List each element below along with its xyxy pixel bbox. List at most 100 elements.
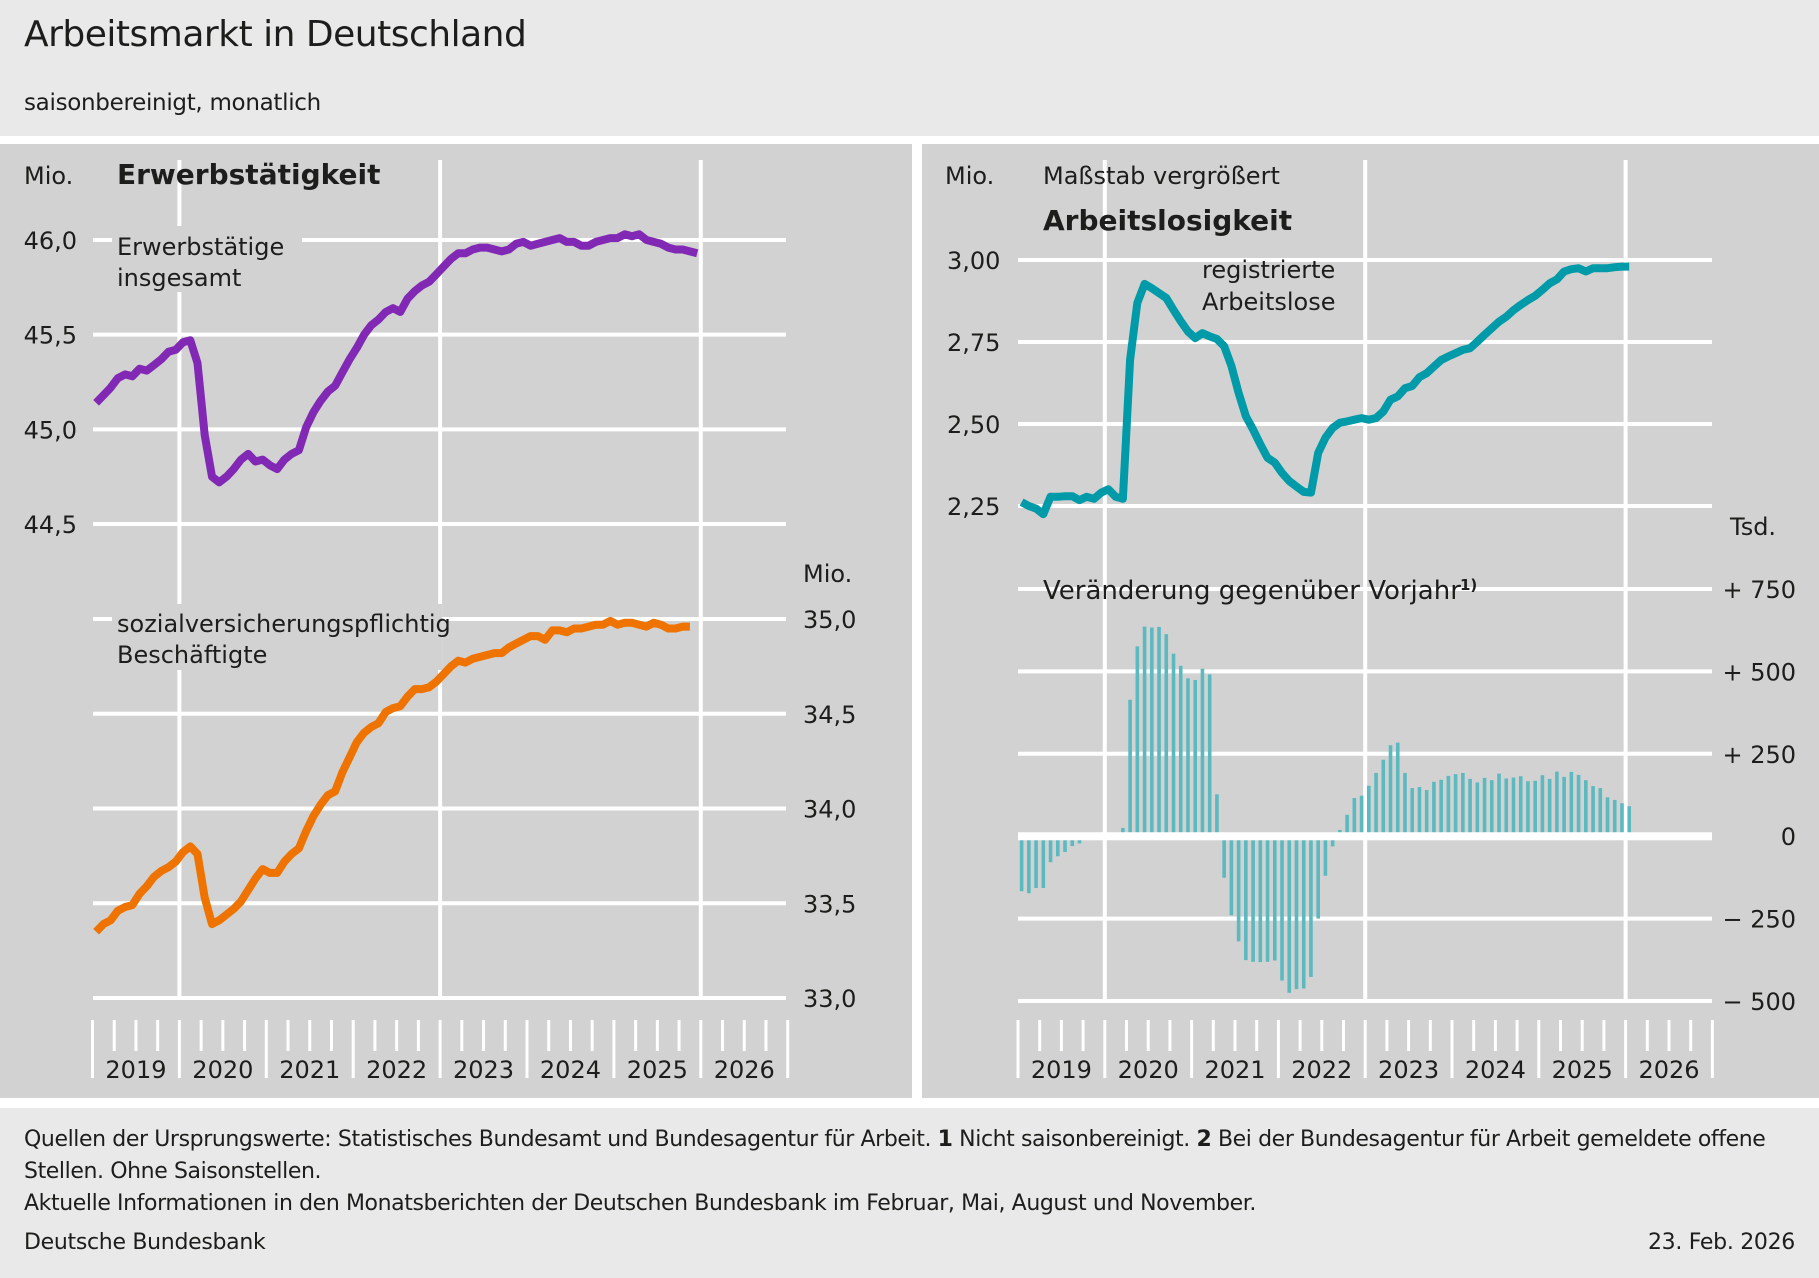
y-tick-label: + 250: [1722, 741, 1796, 769]
y-tick-label: 45,0: [24, 416, 77, 444]
change-bar: [1294, 836, 1299, 990]
change-bar: [1526, 781, 1530, 837]
change-bar: [1497, 773, 1501, 837]
unemployment-line: [1019, 262, 1630, 519]
x-tick-label: 2022: [1291, 1056, 1352, 1084]
footnotes: Quellen der Ursprungswerte: Statistische…: [24, 1124, 1796, 1220]
change-bar: [1453, 774, 1458, 837]
header-divider: [0, 136, 1819, 144]
change-bar: [1164, 634, 1169, 837]
change-bar: [1150, 627, 1154, 837]
y-tick-label: 44,5: [24, 511, 77, 539]
y-tick-label: + 750: [1722, 576, 1796, 604]
page-title: Arbeitsmarkt in Deutschland: [24, 14, 527, 55]
change-bar: [1236, 836, 1241, 942]
change-bar: [1301, 836, 1306, 989]
x-tick-label: 2020: [192, 1056, 253, 1084]
change-bar: [1367, 785, 1371, 837]
change-bar: [1461, 772, 1465, 837]
change-bars: [1019, 626, 1632, 993]
change-bar: [1316, 836, 1320, 919]
change-bar: [1193, 679, 1198, 837]
x-tick-label: 2024: [1465, 1056, 1526, 1084]
x-tick-label: 2025: [627, 1056, 688, 1084]
change-chart-title: Veränderung gegenüber Vorjahr: [1043, 576, 1461, 606]
change-bar: [1439, 779, 1443, 837]
y-tick-label: 2,50: [947, 411, 1000, 439]
x-tick-label: 2021: [1204, 1056, 1265, 1084]
x-tick-label: 2020: [1118, 1056, 1179, 1084]
svb-series-label-line2: Beschäftigte: [117, 641, 267, 669]
y-tick-label: − 250: [1722, 906, 1796, 934]
publisher: Deutsche Bundesbank: [24, 1230, 266, 1255]
svb-unit-label: Mio.: [803, 560, 852, 588]
change-bar: [1251, 836, 1255, 962]
change-bar: [1070, 836, 1075, 847]
change-bar: [1489, 780, 1494, 837]
x-tick-label: 2019: [105, 1056, 166, 1084]
change-bar: [1584, 780, 1588, 837]
change-bar: [1280, 836, 1284, 981]
change-bar: [1178, 665, 1183, 837]
change-bar: [1511, 777, 1516, 837]
y-tick-label: 35,0: [803, 606, 856, 634]
change-bar: [1576, 774, 1581, 837]
x-tick-label: 2026: [714, 1056, 775, 1084]
change-bar: [1547, 778, 1552, 837]
x-tick-label: 2026: [1638, 1056, 1699, 1084]
x-tick-label: 2021: [279, 1056, 340, 1084]
change-bar: [1345, 814, 1349, 837]
unemployment-panel: [922, 144, 1819, 1098]
svb-line: [93, 616, 690, 935]
change-bar: [1207, 674, 1212, 837]
employment-unit-label: Mio.: [24, 162, 73, 190]
change-bar: [1171, 653, 1176, 837]
change-bar: [1374, 772, 1378, 837]
change-bar: [1229, 836, 1234, 916]
change-bar: [1446, 775, 1451, 837]
change-bar: [1475, 782, 1480, 837]
change-bar: [1121, 827, 1125, 837]
change-bar: [1128, 699, 1132, 837]
y-tick-label: 45,5: [24, 322, 77, 350]
change-bar: [1424, 790, 1429, 837]
change-footnote-marker: 1): [1460, 576, 1477, 594]
change-bar: [1605, 797, 1610, 837]
page-subtitle: saisonbereinigt, monatlich: [24, 90, 321, 116]
y-tick-label: 2,75: [947, 329, 1000, 357]
change-bar: [1504, 778, 1509, 837]
unemployment-panel-title: Arbeitslosigkeit: [1043, 204, 1292, 237]
panel-divider: [912, 144, 922, 1098]
change-bar: [1019, 836, 1024, 892]
change-bar: [1417, 787, 1422, 837]
change-bar: [1265, 836, 1270, 962]
change-bar: [1222, 836, 1226, 878]
y-tick-label: + 500: [1722, 658, 1796, 686]
x-tick-label: 2019: [1031, 1056, 1092, 1084]
change-bar: [1034, 836, 1038, 888]
change-bar: [1135, 646, 1140, 837]
change-bar: [1482, 777, 1487, 837]
change-bar: [1598, 788, 1603, 837]
change-bar: [1410, 788, 1415, 837]
change-bar: [1309, 836, 1313, 977]
change-bar: [1591, 786, 1595, 837]
change-bar: [1627, 806, 1632, 837]
footnote-2-text: Bei der Bundesagentur für Arbeit gemelde…: [24, 1127, 1766, 1184]
unemployment-unit-label: Mio.: [945, 162, 994, 190]
x-tick-label: 2022: [366, 1056, 427, 1084]
footnote-1-text: Nicht saisonbereinigt.: [959, 1127, 1190, 1152]
unemployment-series-label-line2: Arbeitslose: [1202, 288, 1336, 316]
y-tick-label: 2,25: [947, 493, 1000, 521]
x-tick-label: 2025: [1552, 1056, 1613, 1084]
change-bar: [1200, 668, 1205, 837]
employment-panel-title: Erwerbstätigkeit: [117, 158, 380, 191]
change-bar: [1569, 771, 1574, 837]
y-tick-label: 3,00: [947, 247, 1000, 275]
change-bar: [1612, 799, 1617, 837]
y-tick-labels: 46,0 45,5 45,0 44,5 35,0 34,5 34,0 33,5 33,0 3,00…: [24, 227, 1796, 1016]
x-tick-label: 2023: [1378, 1056, 1439, 1084]
y-tick-label: − 500: [1722, 988, 1796, 1016]
unemployment-series-label-line1: registrierte: [1202, 256, 1335, 284]
employment-series-label-line1: Erwerbstätige: [117, 233, 284, 261]
